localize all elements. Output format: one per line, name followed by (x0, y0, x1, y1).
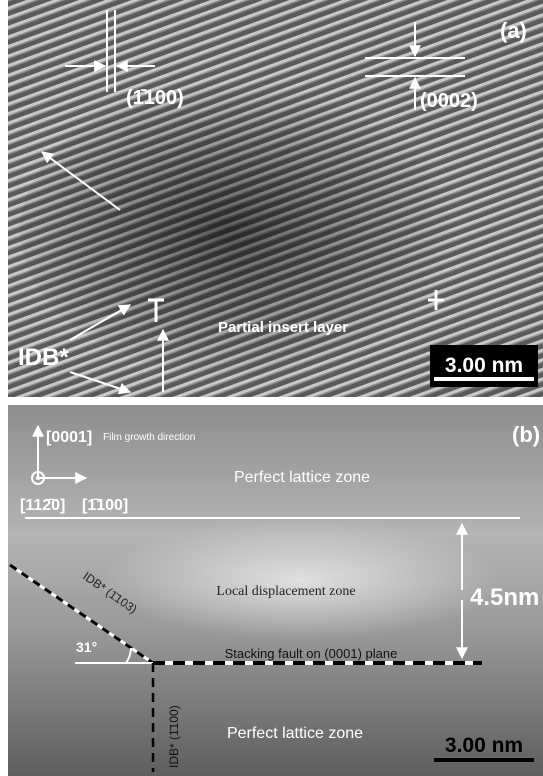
plane-label: (0002) (420, 90, 478, 112)
direction-label: [1̄100] (82, 497, 128, 514)
zone-label: Perfect lattice zone (227, 725, 363, 742)
panel-label: (a) (500, 18, 527, 43)
angle-label: 31° (76, 639, 97, 655)
fault-label: Stacking fault on (0001) plane (225, 646, 398, 661)
zone-label: Perfect lattice zone (234, 469, 370, 486)
defect-label: IDB* (18, 344, 69, 371)
region-label: Partial insert layer (218, 319, 348, 336)
panel-b: (b) [0001] Film growth direction [112̄0]… (8, 405, 543, 776)
thickness-label: 4.5nm (470, 584, 539, 611)
scale-bar-label: 3.00 nm (445, 354, 523, 377)
direction-label: [0001] (46, 429, 92, 446)
scale-bar-label: 3.00 nm (445, 734, 523, 757)
direction-label: [112̄0] (20, 497, 65, 514)
panel-label: (b) (512, 422, 540, 447)
zone-label: Local displacement zone (216, 584, 355, 599)
panel-a: (a) (1̄100) (0002) IDB* Partial insert l… (8, 0, 543, 397)
plane-label: (1̄100) (126, 87, 184, 109)
direction-note: Film growth direction (103, 432, 195, 443)
boundary-label: IDB* (1̄100) (167, 705, 181, 768)
figure: (a) (1̄100) (0002) IDB* Partial insert l… (0, 0, 543, 776)
